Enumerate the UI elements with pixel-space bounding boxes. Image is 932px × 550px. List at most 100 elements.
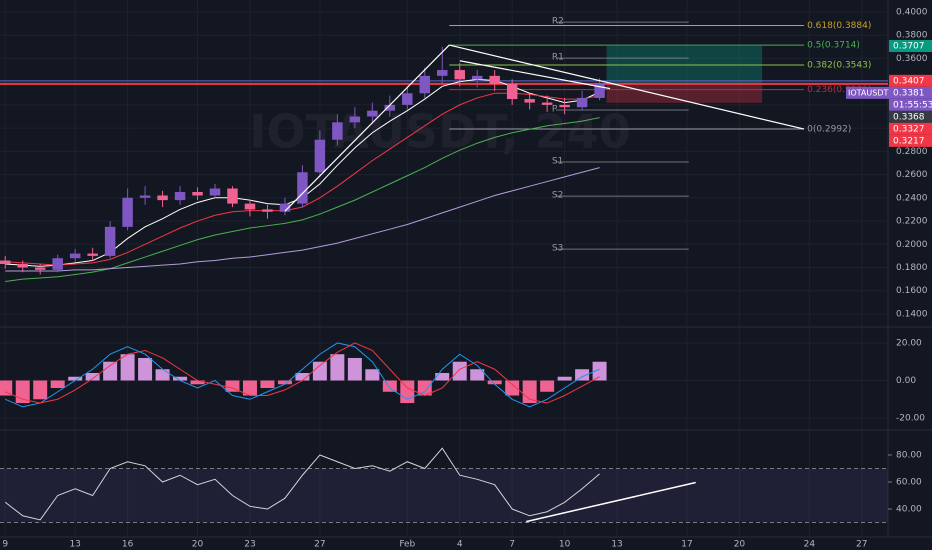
macd-histogram-bar [557, 376, 572, 381]
candle-body [524, 99, 535, 103]
macd-histogram-bar [242, 380, 257, 396]
stop-zone [606, 83, 763, 103]
macd-histogram-bar [225, 380, 240, 392]
price-label-box [889, 122, 932, 135]
y-tick-label: 60.00 [896, 478, 922, 488]
macd-histogram-bar [120, 354, 135, 381]
fib-label: 0.236(0.3331) [807, 85, 871, 95]
macd-histogram-bar [312, 361, 327, 381]
macd-histogram-bar [260, 380, 275, 389]
pivot-label: R2 [552, 17, 564, 27]
price-label-box [889, 86, 932, 99]
price-label: 0.3368 [893, 112, 925, 122]
x-tick-label: 7 [509, 540, 515, 550]
candle-body [157, 195, 168, 201]
candle-body [104, 226, 116, 256]
y-tick-label: 0.00 [896, 376, 916, 386]
macd-histogram-bar [173, 376, 188, 381]
macd-histogram-bar [522, 380, 537, 404]
x-tick-label: Feb [399, 540, 415, 550]
price-label: 0.3707 [893, 41, 925, 51]
macd-histogram-bar [155, 369, 170, 381]
watermark: IOTAUSDT, 240 [249, 105, 630, 159]
pivot-label: P [552, 104, 558, 114]
candle-body [506, 83, 518, 100]
y-tick-label: 0.3800 [896, 31, 928, 41]
candle-body [69, 253, 81, 259]
x-tick-label: 27 [314, 540, 325, 550]
macd-histogram-bar [540, 380, 555, 392]
x-tick-label: 10 [559, 540, 571, 550]
signal-line [5, 342, 600, 404]
candle-body [402, 93, 413, 105]
price-label: 0.3407 [893, 76, 925, 86]
macd-histogram-bar [592, 361, 607, 381]
candle-body [17, 264, 28, 268]
pivot-label: S1 [552, 157, 563, 167]
macd-histogram-bar [277, 380, 292, 385]
rsi-band [0, 468, 888, 523]
macd-histogram-bar [487, 380, 502, 385]
moving-average [5, 117, 600, 282]
pivot-label: R1 [552, 53, 564, 63]
y-tick-label: 0.2200 [896, 217, 928, 227]
y-tick-label: 20.00 [896, 338, 922, 348]
x-tick-label: 24 [804, 540, 816, 550]
y-tick-label: 0.1600 [896, 286, 928, 296]
candle-body [52, 258, 63, 270]
macd-line [5, 342, 600, 408]
macd-histogram-bar [417, 380, 432, 396]
macd-histogram-bar [103, 361, 118, 381]
candle-body [576, 97, 588, 108]
y-tick-label: 40.00 [896, 505, 922, 515]
macd-histogram-bar [50, 380, 65, 389]
macd-histogram-bar [470, 369, 485, 381]
candle-body [139, 195, 151, 198]
macd-histogram-bar [330, 354, 345, 381]
fib-label: 0(0.2992) [807, 125, 851, 135]
x-tick-label: 17 [681, 540, 692, 550]
candle-body [34, 267, 46, 270]
symbol-label: IOTAUSDT [848, 88, 888, 97]
candle-body [244, 203, 256, 210]
macd-histogram-bar [365, 369, 380, 381]
macd-histogram-bar [435, 372, 450, 381]
price-label-box [889, 39, 932, 52]
macd-histogram-bar [138, 357, 153, 381]
macd-histogram-bar [452, 361, 467, 381]
price-label-box [889, 74, 932, 87]
price-label-box [889, 110, 932, 123]
candle-body [122, 197, 133, 227]
macd-histogram-bar [0, 380, 13, 396]
candle-body [227, 188, 238, 204]
macd-histogram-bar [575, 369, 590, 381]
candle-body [332, 122, 343, 140]
macd-histogram-bar [295, 372, 310, 381]
price-label: 0.3381 [893, 88, 925, 98]
y-tick-label: -20.00 [896, 414, 925, 424]
fib-label: 0.5(0.3714) [807, 41, 860, 51]
x-tick-label: 20 [192, 540, 204, 550]
x-tick-label: 13 [611, 540, 622, 550]
x-tick-label: 20 [734, 540, 746, 550]
candle-body [384, 104, 396, 111]
candle-body [87, 253, 98, 256]
macd-histogram-bar [347, 357, 362, 381]
macd-histogram-bar [33, 380, 48, 400]
pivot-label: S2 [552, 191, 563, 201]
candle-body [262, 209, 273, 212]
y-tick-label: 0.2400 [896, 193, 928, 203]
candle-body [314, 139, 326, 173]
x-tick-label: 23 [244, 540, 255, 550]
symbol-box [846, 86, 889, 99]
fib-label: 0.382(0.3543) [807, 61, 871, 71]
x-tick-label: 9 [2, 540, 8, 550]
countdown-box [889, 98, 932, 111]
macd-histogram-bar [505, 380, 520, 396]
macd-histogram-bar [85, 372, 100, 381]
trendline [449, 44, 805, 130]
price-label: 0.3327 [893, 124, 925, 134]
candle-body [349, 116, 361, 123]
